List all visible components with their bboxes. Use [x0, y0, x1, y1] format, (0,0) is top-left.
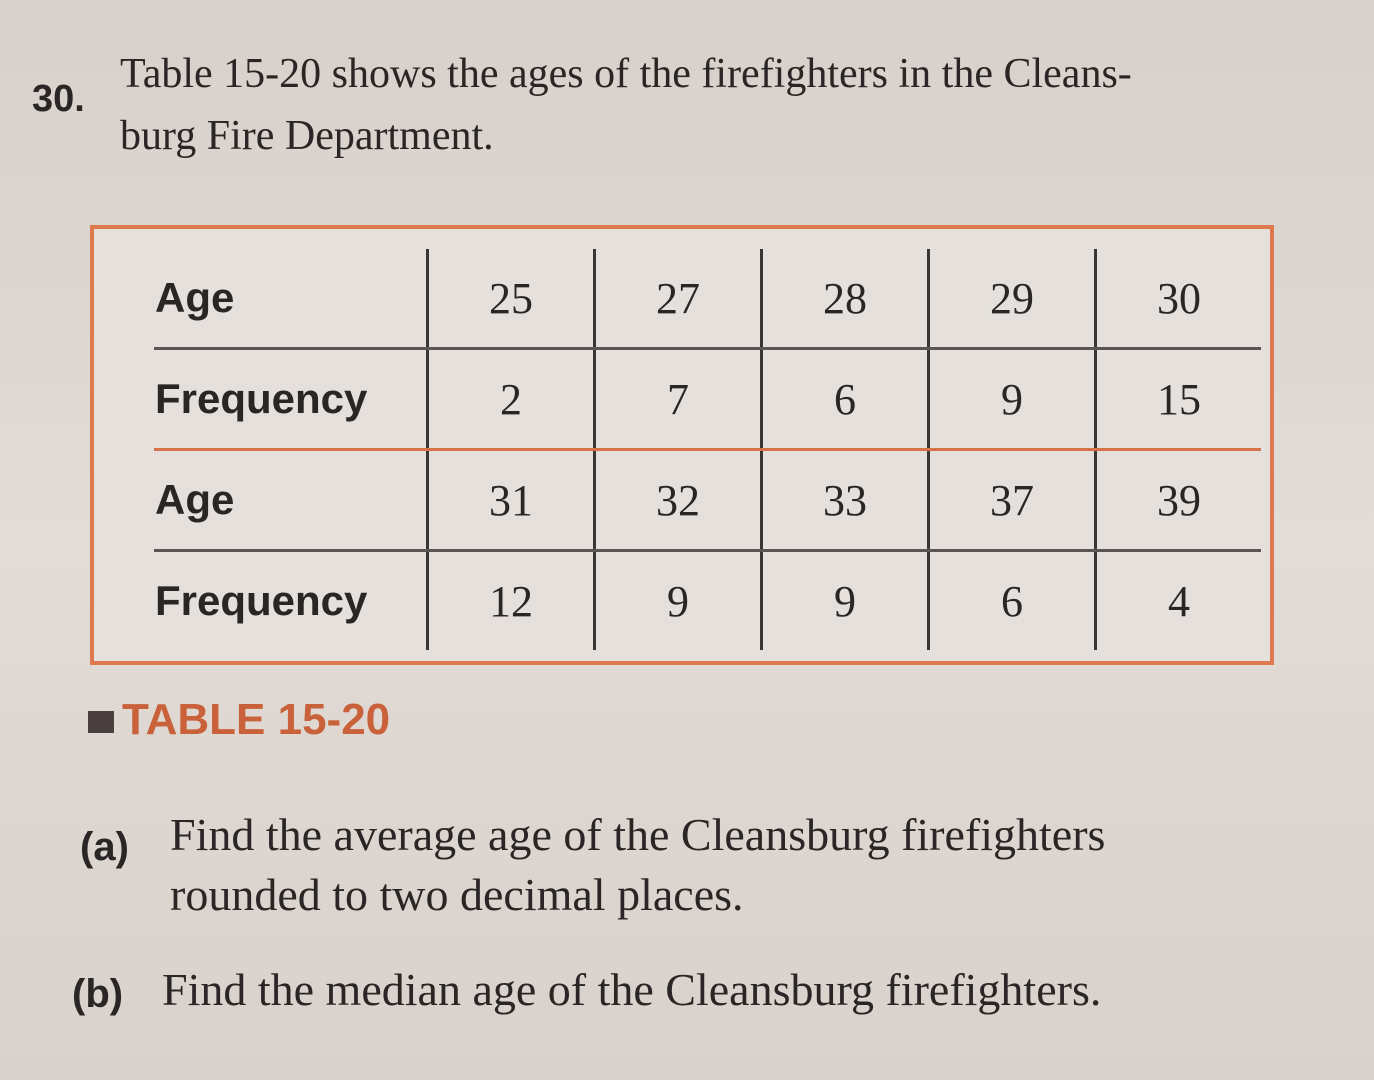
frequency-table: Age 25 27 28 29 30 Frequency 2 7 6 9 15 Age 31 32 33 37 3…	[154, 249, 1261, 650]
part-line: Find the median age of the Cleansburg fi…	[162, 964, 1102, 1015]
table-row: Age 25 27 28 29 30	[154, 249, 1261, 350]
table-cell: 28	[760, 249, 929, 350]
part-line: Find the average age of the Cleansburg f…	[170, 809, 1106, 860]
table-row: Age 31 32 33 37 39	[154, 449, 1261, 552]
table-cell: 4	[1094, 550, 1261, 650]
row-header: Frequency	[154, 348, 428, 451]
problem-line: Table 15-20 shows the ages of the firefi…	[120, 51, 1132, 97]
table-cell: 9	[593, 550, 762, 650]
table-cell: 31	[426, 449, 595, 552]
table-cell: 27	[593, 249, 762, 350]
table-cell: 6	[927, 550, 1096, 650]
problem-number: 30.	[32, 78, 85, 120]
table-cell: 37	[927, 449, 1096, 552]
table-cell: 9	[927, 348, 1096, 451]
part-label: (a)	[80, 825, 129, 869]
problem-line: burg Fire Department.	[120, 113, 494, 159]
table-cell: 32	[593, 449, 762, 552]
table-cell: 12	[426, 550, 595, 650]
table-cell: 15	[1094, 348, 1261, 451]
table-cell: 7	[593, 348, 762, 451]
table-caption: TABLE 15-20	[88, 695, 390, 745]
row-header: Age	[154, 249, 428, 350]
table-row: Frequency 2 7 6 9 15	[154, 348, 1261, 451]
table-cell: 25	[426, 249, 595, 350]
row-header: Frequency	[155, 577, 368, 624]
row-header: Age	[154, 449, 428, 552]
table-cell: 30	[1094, 249, 1261, 350]
table-cell: 29	[927, 249, 1096, 350]
part-line: rounded to two decimal places.	[170, 869, 744, 920]
table-row: Frequency 12 9 9 6 4	[154, 550, 1261, 650]
part-label: (b)	[72, 972, 124, 1016]
table-cell: 9	[760, 550, 929, 650]
table-cell: 6	[760, 348, 929, 451]
table-cell: 2	[426, 348, 595, 451]
table-cell: 33	[760, 449, 929, 552]
table-cell: 39	[1094, 449, 1261, 552]
table-box: Age 25 27 28 29 30 Frequency 2 7 6 9 15 Age 31 32 33 37 3…	[90, 225, 1274, 665]
